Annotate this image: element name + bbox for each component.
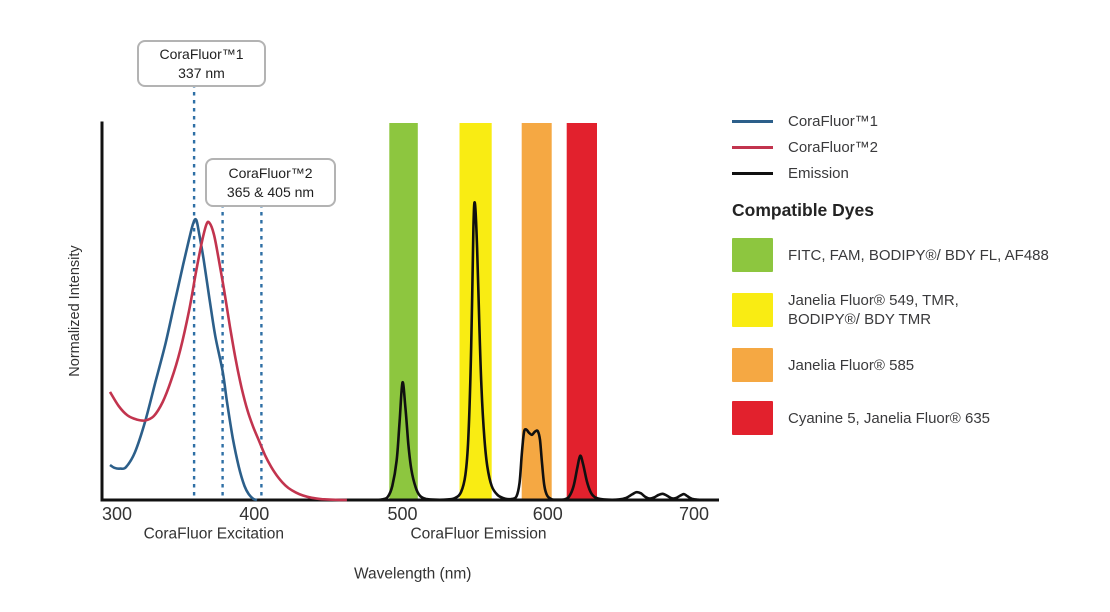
- dye-row-red: Cyanine 5, Janelia Fluor® 635: [732, 401, 1049, 435]
- legend-line-swatch-blue: [732, 119, 773, 123]
- annotation-wavelength: 337 nm: [178, 64, 225, 81]
- axis-group-label-0: CoraFluor Excitation: [144, 525, 284, 542]
- emission-band-0: [389, 123, 418, 500]
- dye-swatch-orange: [732, 348, 773, 382]
- annotation-corafluor2-365-405nm: CoraFluor™2 365 & 405 nm: [205, 158, 336, 207]
- dye-row-yellow: Janelia Fluor® 549, TMR, BODIPY®/ BDY TM…: [732, 291, 1049, 329]
- legend-line-swatch-red: [732, 145, 773, 149]
- legend-item-corafluor1: CoraFluor™1: [732, 112, 878, 130]
- legend-item-emission: Emission: [732, 164, 878, 182]
- curve-excitation-0: [109, 217, 258, 502]
- dye-row-orange: Janelia Fluor® 585: [732, 348, 1049, 382]
- dye-swatch-red: [732, 401, 773, 435]
- legend-item-corafluor2: CoraFluor™2: [732, 138, 878, 156]
- emission-band-3: [566, 123, 597, 500]
- curve-emission: [370, 201, 704, 502]
- annotation-title: CoraFluor™1: [159, 45, 244, 62]
- legend-label: Emission: [788, 164, 849, 182]
- annotation-title: CoraFluor™2: [228, 164, 313, 181]
- legend-line-swatch-black: [732, 171, 773, 175]
- compatible-dyes-list: FITC, FAM, BODIPY®/ BDY FL, AF488 Janeli…: [732, 238, 1049, 435]
- emission-band-1: [459, 123, 492, 500]
- annotation-wavelength: 365 & 405 nm: [226, 183, 315, 200]
- x-tick-label: 700: [679, 504, 709, 524]
- dye-label: Cyanine 5, Janelia Fluor® 635: [788, 409, 991, 427]
- spectra-chart: 300 400 500 600 700 CoraFluor Excitation CoraF…: [67, 84, 719, 582]
- legend-label: CoraFluor™2: [788, 138, 879, 156]
- dye-swatch-green: [732, 238, 773, 272]
- axis-group-label-1: CoraFluor Emission: [410, 525, 546, 542]
- y-axis-title: Normalized Intensity: [67, 245, 83, 377]
- compatible-dyes-heading: Compatible Dyes: [732, 200, 874, 220]
- x-tick-label: 600: [533, 504, 563, 524]
- dye-swatch-yellow: [732, 293, 773, 327]
- x-axis-title: Wavelength (nm): [354, 565, 471, 582]
- dye-label: Janelia Fluor® 549, TMR, BODIPY®/ BDY TM…: [788, 292, 959, 328]
- emission-band-2: [521, 123, 552, 500]
- x-tick-label: 400: [239, 504, 269, 524]
- x-tick-label: 300: [102, 504, 132, 524]
- x-tick-label: 500: [387, 504, 417, 524]
- chart-legend: CoraFluor™1 CoraFluor™2 Emission: [732, 112, 878, 190]
- legend-label: CoraFluor™1: [788, 112, 879, 130]
- dye-label: Janelia Fluor® 585: [788, 356, 915, 374]
- curve-excitation-1: [108, 220, 347, 502]
- dye-label: FITC, FAM, BODIPY®/ BDY FL, AF488: [788, 246, 1049, 264]
- dye-row-green: FITC, FAM, BODIPY®/ BDY FL, AF488: [732, 238, 1049, 272]
- annotation-corafluor1-337nm: CoraFluor™1 337 nm: [137, 40, 266, 87]
